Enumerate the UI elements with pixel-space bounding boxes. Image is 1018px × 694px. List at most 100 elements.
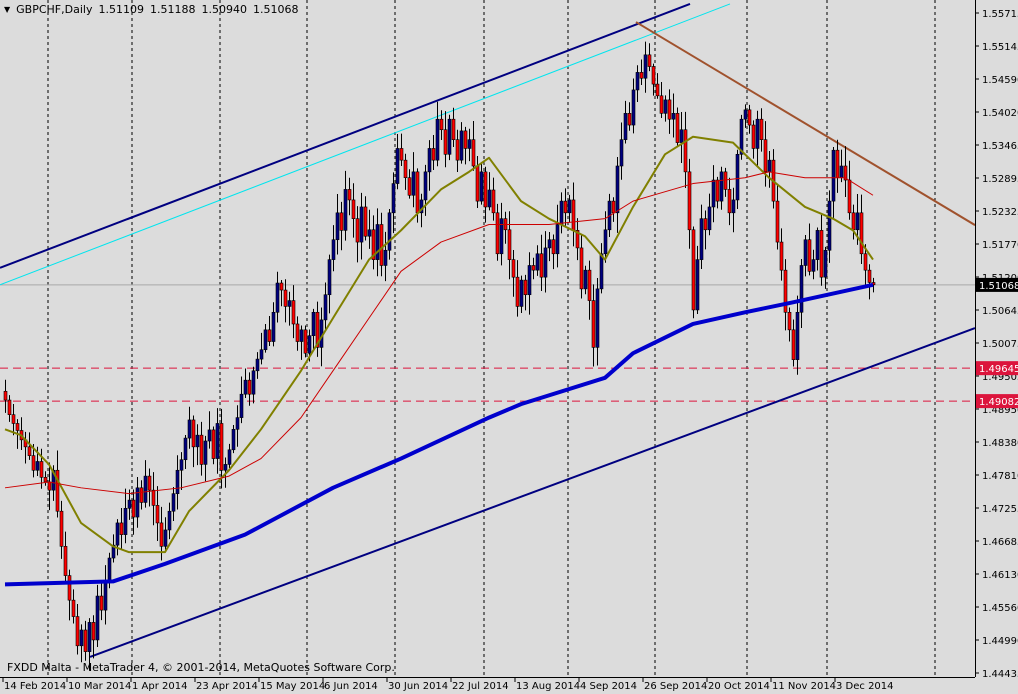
- bullish-candle: [375, 224, 380, 260]
- bearish-candle: [55, 469, 60, 512]
- bearish-candle: [859, 212, 864, 255]
- ohlc-close: 1.51068: [252, 3, 299, 16]
- bearish-candle: [587, 269, 592, 301]
- x-tick-label: 4 Sep 2014: [580, 681, 637, 692]
- bullish-candle: [595, 288, 600, 348]
- bearish-candle: [539, 253, 544, 278]
- bullish-candle: [519, 279, 524, 307]
- bearish-candle: [727, 189, 732, 214]
- bearish-candle: [431, 148, 436, 161]
- bearish-candle: [267, 329, 272, 342]
- bearish-candle: [687, 171, 692, 231]
- bearish-candle: [627, 113, 632, 126]
- y-tick-label: 1.52325: [982, 207, 1018, 218]
- bullish-candle: [815, 230, 820, 260]
- bearish-candle: [199, 434, 204, 465]
- triangle-down-icon[interactable]: ▼: [4, 5, 11, 14]
- bearish-candle: [675, 113, 680, 143]
- x-tick-label: 26 Sep 2014: [644, 681, 707, 692]
- ma-slow-line: [4, 282, 874, 587]
- bullish-candle: [603, 229, 608, 255]
- bullish-candle: [207, 429, 212, 442]
- y-tick-label: 1.47810: [982, 471, 1018, 482]
- x-tick-label: 30 Jun 2014: [388, 681, 448, 692]
- symbol-timeframe: GBPCHF,Daily: [16, 3, 93, 16]
- bearish-candle: [575, 230, 580, 249]
- bullish-candle: [127, 499, 132, 509]
- bearish-candle: [283, 289, 288, 307]
- bearish-candle: [351, 199, 356, 219]
- bearish-candle: [507, 229, 512, 260]
- bearish-candle: [639, 72, 644, 79]
- bullish-candle: [743, 109, 748, 120]
- y-tick-label: 1.49505: [982, 372, 1018, 383]
- bearish-candle: [155, 505, 160, 524]
- bearish-candle: [563, 200, 568, 214]
- bearish-candle: [191, 419, 196, 448]
- bullish-candle: [311, 311, 316, 336]
- x-tick-label: 1 Apr 2014: [132, 681, 187, 692]
- bullish-candle: [183, 437, 188, 461]
- bearish-candle: [83, 629, 88, 652]
- bullish-candle: [231, 429, 236, 451]
- bearish-candle: [303, 329, 308, 354]
- bullish-candle: [271, 311, 276, 342]
- bullish-candle: [707, 206, 712, 231]
- bullish-candle: [423, 171, 428, 201]
- bearish-candle: [451, 118, 456, 140]
- bearish-candle: [551, 239, 556, 255]
- bearish-candle: [523, 279, 528, 296]
- bullish-candle: [215, 423, 220, 459]
- bullish-candle: [731, 199, 736, 214]
- bullish-candle: [427, 148, 432, 173]
- bearish-candle: [39, 461, 44, 478]
- bearish-candle: [131, 499, 136, 518]
- bearish-candle: [99, 595, 104, 611]
- bearish-candle: [751, 124, 756, 149]
- bearish-candle: [67, 575, 72, 601]
- bearish-candle: [371, 229, 376, 260]
- ohlc-open: 1.51109: [98, 3, 144, 16]
- bullish-candle: [767, 159, 772, 173]
- bullish-candle: [719, 171, 724, 202]
- bullish-candle: [167, 510, 172, 531]
- bearish-candle: [59, 510, 64, 547]
- y-tick-label: 1.51770: [982, 240, 1018, 251]
- bullish-candle: [795, 311, 800, 360]
- bearish-candle: [491, 189, 496, 214]
- bullish-candle: [275, 282, 280, 313]
- current-price-label-box: [976, 277, 1018, 292]
- x-tick-label: 20 Oct 2014: [708, 681, 770, 692]
- y-tick-label: 1.50645: [982, 306, 1018, 317]
- bullish-candle: [123, 507, 128, 535]
- bullish-candle: [599, 253, 604, 290]
- bearish-candle: [211, 429, 216, 459]
- x-tick-label: 11 Nov 2014: [772, 681, 836, 692]
- x-tick-label: 6 Jun 2014: [324, 681, 378, 692]
- bearish-candle: [139, 487, 144, 503]
- plot-area: [0, 0, 975, 677]
- bearish-candle: [119, 522, 124, 535]
- level-price-label: 1.49082: [979, 397, 1018, 408]
- bullish-candle: [35, 461, 40, 471]
- bullish-candle: [327, 259, 332, 296]
- bullish-candle: [259, 349, 264, 360]
- y-tick-label: 1.44990: [982, 636, 1018, 647]
- bullish-candle: [755, 118, 760, 149]
- bearish-candle: [807, 239, 812, 272]
- bullish-candle: [855, 212, 860, 231]
- bearish-candle: [647, 54, 652, 67]
- bullish-candle: [115, 522, 120, 546]
- y-tick-label: 1.45560: [982, 603, 1018, 614]
- bearish-candle: [791, 329, 796, 360]
- y-tick-label: 1.48380: [982, 438, 1018, 449]
- bearish-candle: [775, 200, 780, 243]
- bearish-candle: [483, 171, 488, 208]
- bearish-candle: [43, 476, 48, 483]
- bullish-candle: [479, 171, 484, 202]
- bearish-candle: [511, 259, 516, 278]
- bullish-candle: [419, 199, 424, 214]
- bullish-candle: [823, 249, 828, 278]
- bearish-candle: [347, 189, 352, 201]
